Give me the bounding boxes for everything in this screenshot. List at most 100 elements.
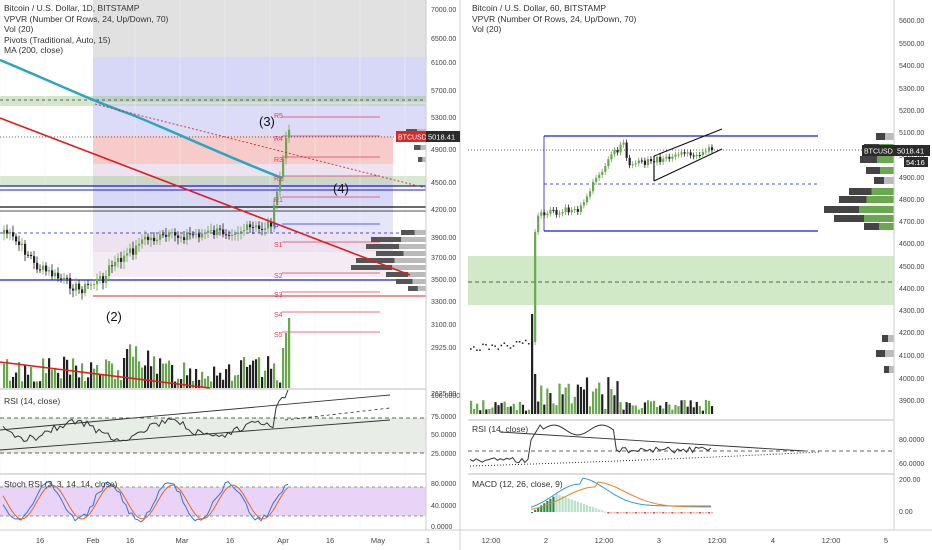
volume-bar xyxy=(585,377,589,414)
candle-body xyxy=(249,224,252,228)
price-axis-label: 5000.00 xyxy=(899,153,924,160)
candle-body xyxy=(674,154,677,157)
volume-bar xyxy=(570,403,573,414)
trendline-red xyxy=(0,117,411,276)
candle-body xyxy=(473,346,475,348)
volume-bar xyxy=(3,363,6,388)
vpvr-bar xyxy=(859,206,894,213)
candle-body xyxy=(276,191,279,206)
left-stoch-pane[interactable] xyxy=(0,473,426,523)
macd-histogram-bar xyxy=(710,512,714,514)
price-axis-label: 4900.00 xyxy=(899,175,924,182)
volume-bar xyxy=(6,359,9,388)
right-time-axis[interactable]: 12:00 2 12:00 3 12:00 4 12:00 5 xyxy=(482,536,888,545)
vpvr-bar xyxy=(396,279,413,284)
price-axis-label: 3900.00 xyxy=(431,235,456,242)
macd-histogram-bar xyxy=(692,512,695,514)
macd-histogram-bar xyxy=(665,512,668,514)
candle-body xyxy=(625,142,628,158)
price-axis-label: 4000.00 xyxy=(899,376,924,383)
candle-body xyxy=(141,239,144,244)
right-rsi-pane[interactable] xyxy=(468,419,894,467)
price-axis-label: 6100.00 xyxy=(431,60,456,67)
right-price-axis[interactable]: 5600.00 5500.00 5400.00 5300.00 5200.00 5100.… xyxy=(893,0,924,530)
right-rsi-label[interactable]: RSI (14, close) xyxy=(472,424,529,434)
candle-body xyxy=(99,276,102,279)
zone-blue-r1 xyxy=(93,184,393,208)
right-indicator-vpvr[interactable]: VPVR (Number Of Rows, 24, Up/Down, 70) xyxy=(472,13,637,24)
left-indicator-vol[interactable]: Vol (20) xyxy=(4,24,34,34)
left-indicator-pivots[interactable]: Pivots (Traditional, Auto, 15) xyxy=(4,34,111,45)
time-axis-label: 5 xyxy=(884,536,888,545)
macd-histogram-bar xyxy=(531,512,534,513)
macd-histogram-bar xyxy=(628,512,631,514)
volume-bar xyxy=(674,404,677,414)
candle-body xyxy=(231,234,234,236)
volume-bar xyxy=(704,399,708,414)
left-stoch-label[interactable]: Stoch RSI (3, 3, 14, 14, close) xyxy=(4,479,118,489)
pivot-label-s1: S1 xyxy=(274,242,283,249)
candle-body xyxy=(585,196,589,203)
right-indicator-vol[interactable]: Vol (20) xyxy=(472,24,502,34)
volume-bar xyxy=(66,359,69,388)
volume-bar xyxy=(180,379,183,388)
left-indicator-vpvr[interactable]: VPVR (Number Of Rows, 24, Up/Down, 70) xyxy=(4,13,169,24)
left-rsi-pane[interactable] xyxy=(0,388,426,454)
right-macd-label[interactable]: MACD (12, 26, close, 9) xyxy=(472,479,563,489)
right-symbol-title[interactable]: Bitcoin / U.S. Dollar, 60, BITSTAMP xyxy=(472,3,606,13)
rsi-axis-label: 100.0000 xyxy=(431,393,460,400)
trendline-red xyxy=(0,361,211,389)
candle-body xyxy=(546,213,549,216)
price-axis-label: 3900.00 xyxy=(899,398,924,405)
left-time-axis[interactable]: 16 Feb 16 Mar 16 Apr 16 May 1 xyxy=(36,536,430,545)
volume-bar xyxy=(607,377,610,414)
right-main-pane[interactable] xyxy=(468,128,894,305)
volume-bar xyxy=(503,401,506,414)
candle-body xyxy=(634,163,637,165)
left-main-pane[interactable] xyxy=(0,0,426,277)
volume-bar xyxy=(99,374,102,388)
vpvr-bar xyxy=(874,177,884,184)
candle-body xyxy=(171,232,174,234)
candle-body xyxy=(45,265,48,272)
volume-bar xyxy=(114,378,117,388)
left-indicator-ma[interactable]: MA (200, close) xyxy=(4,45,64,55)
right-legend: Bitcoin / U.S. Dollar, 60, BITSTAMP VPVR… xyxy=(472,3,636,35)
macd-histogram-bar xyxy=(573,500,576,512)
volume-bar xyxy=(267,356,270,388)
macd-histogram-bar xyxy=(616,512,619,514)
macd-histogram-bar xyxy=(607,512,610,514)
volume-bar xyxy=(482,400,485,414)
right-macd-pane[interactable] xyxy=(468,473,894,514)
candle-body xyxy=(656,156,659,163)
candle-body xyxy=(129,248,132,254)
volume-bar xyxy=(521,404,525,414)
volume-bar xyxy=(500,402,503,414)
volume-bar xyxy=(84,381,87,388)
candle-body xyxy=(36,262,39,270)
volume-bar xyxy=(96,365,99,388)
candle-body xyxy=(595,177,598,182)
left-symbol-title[interactable]: Bitcoin / U.S. Dollar, 1D, BITSTAMP xyxy=(4,3,140,13)
vpvr-bar xyxy=(876,133,885,140)
candle-body xyxy=(111,265,114,267)
volume-bar xyxy=(473,409,476,414)
macd-histogram-bar xyxy=(634,512,637,514)
volume-bar xyxy=(659,405,662,414)
macd-histogram-bar xyxy=(707,512,711,514)
candle-body xyxy=(653,161,656,163)
price-axis-label: 4300.00 xyxy=(899,308,924,315)
macd-histogram-bar xyxy=(695,512,698,514)
rsi-trendline-top xyxy=(0,394,391,431)
candle-body xyxy=(686,152,689,154)
rsi-axis-label: 80.0000 xyxy=(899,437,924,444)
left-rsi-label[interactable]: RSI (14, close) xyxy=(4,396,61,406)
vpvr-bar xyxy=(885,133,894,140)
candle-body xyxy=(6,229,9,234)
volume-bar xyxy=(255,359,258,388)
candle-body xyxy=(21,243,24,246)
volume-bar xyxy=(628,403,631,414)
candle-body xyxy=(153,237,156,242)
left-price-axis[interactable]: 7000.00 6500.00 6100.00 5700.00 5300.00 4900.… xyxy=(425,0,460,531)
